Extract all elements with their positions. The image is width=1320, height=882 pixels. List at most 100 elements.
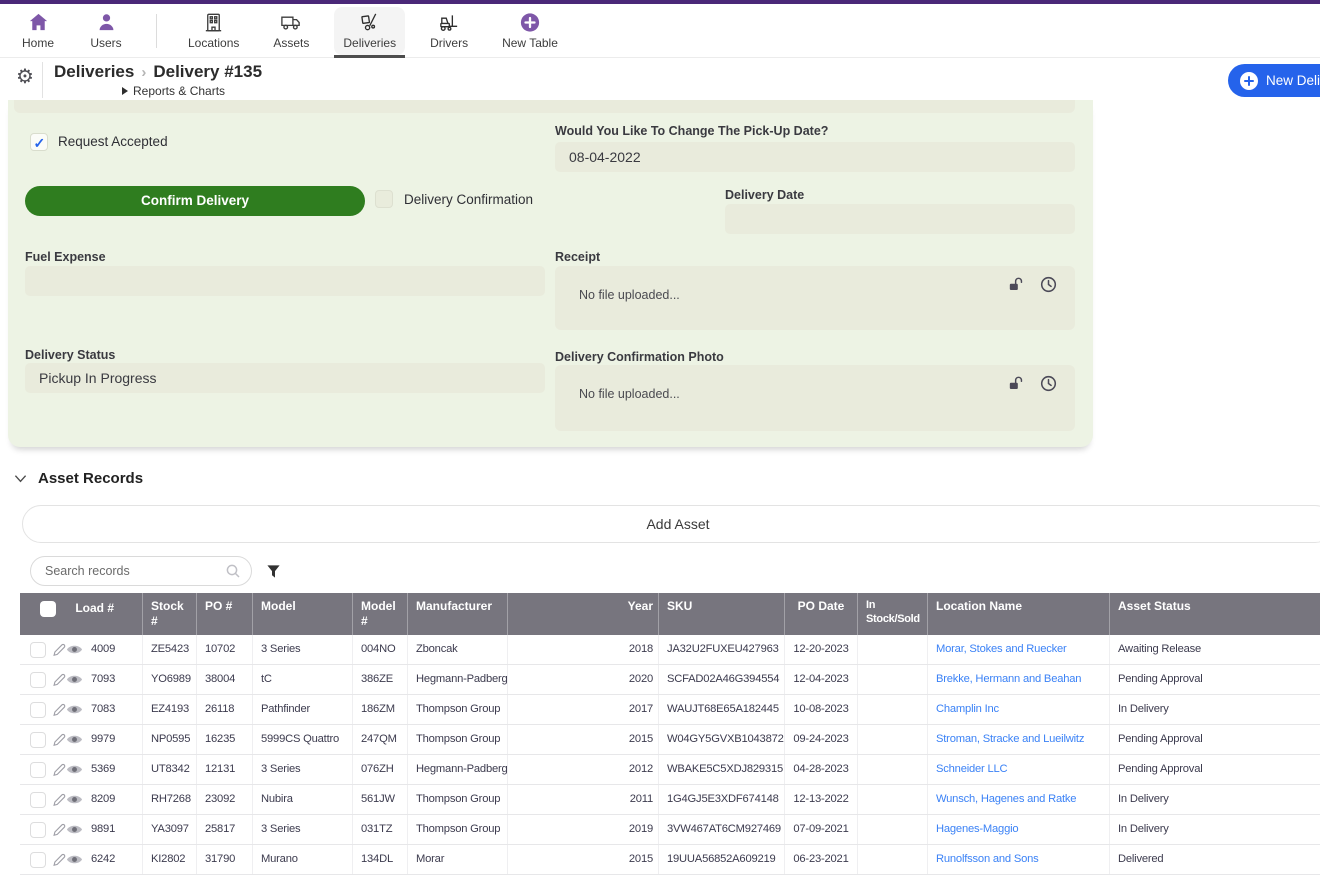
cell-sku: 19UUA56852A609219 xyxy=(659,845,785,874)
pencil-icon[interactable] xyxy=(52,763,66,777)
col-manufacturer: Manufacturer xyxy=(408,593,508,635)
nav-item-users[interactable]: Users xyxy=(80,7,132,55)
locations-icon xyxy=(201,11,226,34)
delivery-date-label: Delivery Date xyxy=(725,188,805,202)
row-checkbox[interactable] xyxy=(30,671,46,688)
clock-icon[interactable] xyxy=(1040,375,1057,392)
location-link[interactable]: Wunsch, Hagenes and Ratke xyxy=(928,785,1110,814)
cell-model-no: 386ZE xyxy=(353,665,408,694)
pencil-icon[interactable] xyxy=(52,823,66,837)
confirmation-photo-upload-box[interactable]: No file uploaded... xyxy=(555,365,1075,431)
row-checkbox[interactable] xyxy=(30,851,46,868)
search-input[interactable] xyxy=(45,564,225,578)
eye-icon[interactable] xyxy=(66,763,83,776)
breadcrumb-parent-link[interactable]: Deliveries xyxy=(54,62,135,81)
receipt-upload-box[interactable]: No file uploaded... xyxy=(555,266,1075,330)
eye-icon[interactable] xyxy=(66,703,83,716)
cut-off-field[interactable] xyxy=(14,100,1075,113)
delivery-status-input[interactable]: Pickup In Progress xyxy=(25,363,545,393)
nav-item-new-table[interactable]: New Table xyxy=(493,7,567,55)
cell-asset-status: In Delivery xyxy=(1110,695,1320,724)
chevron-down-icon[interactable] xyxy=(14,474,27,483)
cell-po: 38004 xyxy=(197,665,253,694)
cell-asset-status: In Delivery xyxy=(1110,785,1320,814)
confirm-delivery-button[interactable]: Confirm Delivery xyxy=(25,186,365,216)
col-stock: Stock # xyxy=(143,593,197,635)
row-checkbox[interactable] xyxy=(30,641,46,658)
cell-model: 3 Series xyxy=(253,635,353,664)
col-in-stock-sold: In Stock/Sold xyxy=(858,593,928,635)
cell-model-no: 186ZM xyxy=(353,695,408,724)
select-all-checkbox[interactable] xyxy=(40,601,56,617)
nav-item-locations[interactable]: Locations xyxy=(179,7,248,55)
cell-model: Pathfinder xyxy=(253,695,353,724)
unlock-icon[interactable] xyxy=(1008,375,1024,392)
cell-stock: YO6989 xyxy=(143,665,197,694)
cell-stock: YA3097 xyxy=(143,815,197,844)
row-checkbox[interactable] xyxy=(30,761,46,778)
location-link[interactable]: Brekke, Hermann and Beahan xyxy=(928,665,1110,694)
delivery-confirmation-checkbox[interactable] xyxy=(375,190,393,208)
eye-icon[interactable] xyxy=(66,733,83,746)
pickup-date-input[interactable]: 08-04-2022 xyxy=(555,142,1075,172)
new-delivery-button[interactable]: New Delivery xyxy=(1228,64,1320,97)
fuel-expense-input[interactable] xyxy=(25,266,545,296)
col-asset-status: Asset Status xyxy=(1110,593,1320,635)
col-po: PO # xyxy=(197,593,253,635)
cell-manufacturer: Thompson Group xyxy=(408,815,508,844)
filter-icon[interactable] xyxy=(266,564,281,579)
eye-icon[interactable] xyxy=(66,823,83,836)
cell-model-no: 134DL xyxy=(353,845,408,874)
pencil-icon[interactable] xyxy=(52,673,66,687)
row-checkbox[interactable] xyxy=(30,731,46,748)
location-link[interactable]: Runolfsson and Sons xyxy=(928,845,1110,874)
col-model-no: Model # xyxy=(353,593,408,635)
request-accepted-checkbox[interactable] xyxy=(30,133,48,152)
cell-po: 31790 xyxy=(197,845,253,874)
cell-model-no: 076ZH xyxy=(353,755,408,784)
row-checkbox[interactable] xyxy=(30,821,46,838)
nav-label: Users xyxy=(90,36,122,50)
cell-load: 5369 xyxy=(91,763,116,775)
cell-stock: KI2802 xyxy=(143,845,197,874)
cell-sku: JA32U2FUXEU427963 xyxy=(659,635,785,664)
col-model: Model xyxy=(253,593,353,635)
eye-icon[interactable] xyxy=(66,673,83,686)
location-link[interactable]: Hagenes-Maggio xyxy=(928,815,1110,844)
eye-icon[interactable] xyxy=(66,643,83,656)
pencil-icon[interactable] xyxy=(52,793,66,807)
cell-load: 8209 xyxy=(91,793,116,805)
cell-in-stock-sold xyxy=(858,695,928,724)
location-link[interactable]: Stroman, Stracke and Lueilwitz xyxy=(928,725,1110,754)
cell-load: 9891 xyxy=(91,823,116,835)
row-checkbox[interactable] xyxy=(30,701,46,718)
nav-item-assets[interactable]: Assets xyxy=(264,7,318,55)
row-checkbox[interactable] xyxy=(30,791,46,808)
unlock-icon[interactable] xyxy=(1008,276,1024,293)
gear-icon[interactable]: ⚙ xyxy=(16,66,34,88)
nav-divider xyxy=(156,13,157,48)
nav-item-home[interactable]: Home xyxy=(12,7,64,55)
eye-icon[interactable] xyxy=(66,853,83,866)
pencil-icon[interactable] xyxy=(52,643,66,657)
location-link[interactable]: Champlin Inc xyxy=(928,695,1110,724)
pencil-icon[interactable] xyxy=(52,703,66,717)
cell-year: 2011 xyxy=(508,785,659,814)
cell-asset-status: Pending Approval xyxy=(1110,725,1320,754)
eye-icon[interactable] xyxy=(66,793,83,806)
delivery-date-input[interactable] xyxy=(725,204,1075,234)
search-icon xyxy=(225,563,241,579)
nav-item-drivers[interactable]: Drivers xyxy=(421,7,477,55)
location-link[interactable]: Morar, Stokes and Ruecker xyxy=(928,635,1110,664)
cell-year: 2018 xyxy=(508,635,659,664)
location-link[interactable]: Schneider LLC xyxy=(928,755,1110,784)
pencil-icon[interactable] xyxy=(52,853,66,867)
cell-po-date: 06-23-2021 xyxy=(785,845,858,874)
cell-sku: W04GY5GVXB1043872 xyxy=(659,725,785,754)
pencil-icon[interactable] xyxy=(52,733,66,747)
nav-item-deliveries[interactable]: Deliveries xyxy=(334,6,406,59)
request-accepted-label: Request Accepted xyxy=(58,134,168,149)
clock-icon[interactable] xyxy=(1040,276,1057,293)
add-asset-button[interactable]: Add Asset xyxy=(22,505,1320,543)
reports-charts-link[interactable]: Reports & Charts xyxy=(122,84,225,98)
